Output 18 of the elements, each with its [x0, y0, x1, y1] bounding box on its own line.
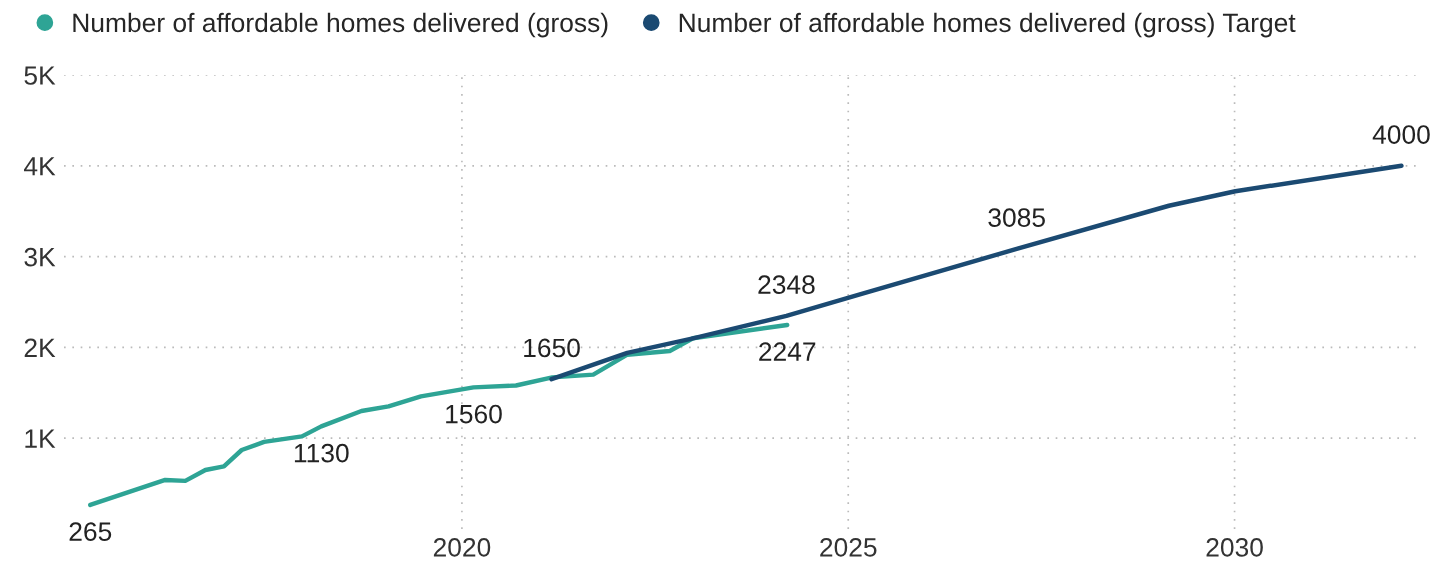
y-tick-label: 2K — [24, 338, 56, 357]
x-tick-label: 2025 — [820, 538, 877, 557]
data-label: 2348 — [758, 275, 815, 294]
legend-label: Number of affordable homes delivered (gross) — [73, 12, 608, 38]
x-tick-label: 2020 — [433, 538, 491, 557]
legend-label: Number of affordable homes delivered (gross) Target — [679, 12, 1296, 38]
data-label: 265 — [69, 522, 112, 541]
data-label: 3085 — [988, 208, 1045, 227]
data-label: 1650 — [524, 338, 580, 358]
data-label: 1560 — [446, 404, 502, 424]
data-label: 1130 — [294, 443, 349, 463]
y-tick-label: 3K — [24, 247, 56, 267]
x-tick-label: 2030 — [1206, 538, 1263, 557]
y-tick-label: 1K — [25, 429, 56, 448]
y-tick-label: 5K — [24, 66, 56, 85]
data-label: 4000 — [1372, 125, 1430, 144]
data-label: 2247 — [759, 342, 816, 361]
y-tick-label: 4K — [24, 157, 56, 176]
